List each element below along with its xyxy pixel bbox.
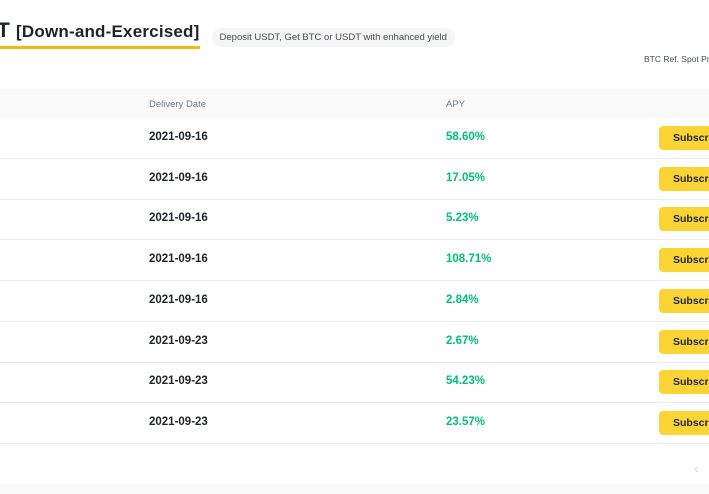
- title-underline: [0, 46, 200, 49]
- apy-cell: 23.57%: [446, 415, 486, 428]
- delivery-date-cell: 2021-09-16: [149, 293, 208, 306]
- table-header: Delivery Date APY: [0, 89, 709, 118]
- table-row: 2021-09-16 58.60% Subscrib: [0, 118, 709, 159]
- subscribe-button[interactable]: Subscrib: [659, 410, 709, 435]
- apy-cell: 54.23%: [446, 375, 486, 388]
- btc-ref-spot-price-label: BTC Ref. Spot Pri: [644, 54, 709, 64]
- page-title-product: [Down-and-Exercised]: [16, 22, 200, 41]
- subscribe-button[interactable]: Subscrib: [659, 288, 709, 313]
- apy-cell: 58.60%: [446, 131, 486, 143]
- page-title: T [Down-and-Exercised]: [0, 18, 200, 49]
- apy-cell: 5.23%: [446, 212, 479, 225]
- table-row: 2021-09-23 23.57% Subscrib: [0, 403, 709, 444]
- subscribe-button[interactable]: Subscrib: [659, 370, 709, 395]
- table-row: 2021-09-16 5.23% Subscrib: [0, 199, 709, 241]
- product-description-badge: Deposit USDT, Get BTC or USDT with enhan…: [211, 28, 455, 47]
- subscribe-button[interactable]: Subscrib: [659, 126, 709, 150]
- chevron-left-icon[interactable]: ‹: [694, 460, 699, 476]
- subscribe-button[interactable]: Subscrib: [659, 207, 709, 232]
- table-row: 2021-09-16 17.05% Subscrib: [0, 159, 709, 200]
- subscribe-button[interactable]: Subscrib: [659, 166, 709, 191]
- delivery-date-cell: 2021-09-23: [149, 375, 208, 388]
- delivery-date-cell: 2021-09-16: [149, 212, 208, 225]
- delivery-date-cell: 2021-09-16: [149, 131, 208, 143]
- table-row: 2021-09-23 2.67% Subscrib: [0, 322, 709, 363]
- delivery-date-cell: 2021-09-23: [149, 415, 208, 428]
- apy-cell: 17.05%: [446, 171, 486, 184]
- apy-cell: 2.84%: [446, 293, 479, 306]
- subscribe-button[interactable]: Subscrib: [659, 248, 709, 273]
- table-row: 2021-09-16 108.71% Subscrib: [0, 240, 709, 282]
- page-title-main: T: [0, 19, 11, 42]
- delivery-date-cell: 2021-09-16: [149, 171, 208, 184]
- table-row: 2021-09-23 54.23% Subscrib: [0, 362, 709, 404]
- apy-cell: 2.67%: [446, 334, 479, 347]
- apy-cell: 108.71%: [446, 253, 492, 266]
- column-header-delivery-date: Delivery Date: [149, 99, 207, 110]
- delivery-date-cell: 2021-09-23: [149, 334, 208, 347]
- delivery-date-cell: 2021-09-16: [149, 253, 208, 266]
- footer-divider: [0, 484, 709, 494]
- table-row: 2021-09-16 2.84% Subscrib: [0, 281, 709, 322]
- subscribe-button[interactable]: Subscrib: [659, 329, 709, 354]
- page-header: T [Down-and-Exercised] Deposit USDT, Get …: [0, 18, 455, 54]
- column-header-apy: APY: [446, 99, 466, 110]
